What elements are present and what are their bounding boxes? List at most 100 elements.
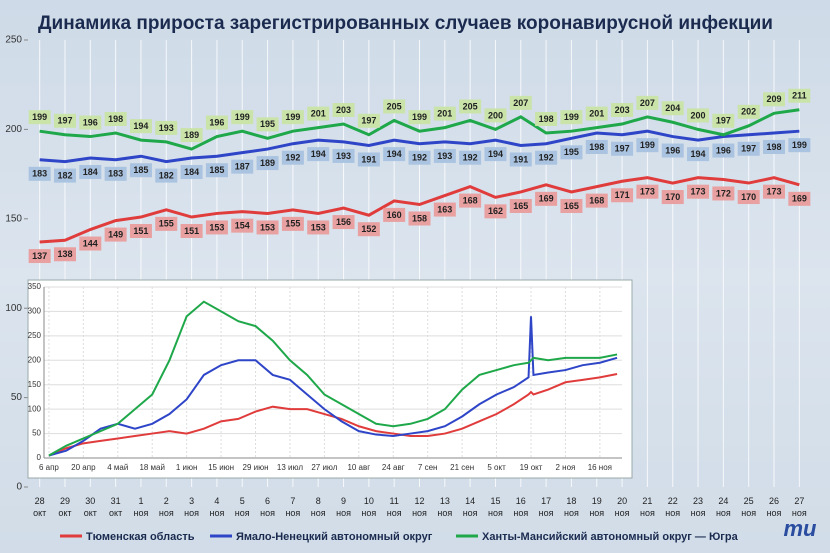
data-label-box — [408, 150, 431, 165]
x-tick-label: 12 ноя — [412, 496, 427, 518]
data-label: 198 — [108, 114, 123, 124]
y-tick-label: 250 — [28, 331, 42, 340]
data-label-box — [459, 99, 482, 114]
data-label-box — [433, 148, 456, 163]
series-line — [39, 129, 800, 164]
data-label-box — [560, 198, 583, 213]
data-label-box — [788, 138, 811, 153]
data-label: 152 — [361, 224, 376, 234]
y-tick-label: 150 — [5, 213, 22, 224]
data-label: 209 — [767, 94, 782, 104]
x-tick-label: 21 сен — [450, 463, 474, 472]
data-label-box — [636, 95, 659, 110]
data-label: 170 — [741, 192, 756, 202]
data-label-box — [104, 227, 127, 242]
x-tick-label: 14 ноя — [463, 496, 478, 518]
data-label-box — [712, 143, 735, 158]
x-tick-label: 26 ноя — [767, 496, 782, 518]
x-tick-label: 2 ноя — [555, 463, 575, 472]
legend-label: Ханты-Мансийский автономный округ — Югра — [482, 531, 739, 543]
x-tick-label: 19 ноя — [589, 496, 604, 518]
series-line — [48, 372, 618, 457]
data-label: 160 — [387, 210, 402, 220]
data-label: 173 — [767, 187, 782, 197]
data-label: 194 — [133, 121, 148, 131]
data-label-box — [712, 186, 735, 201]
data-label-box — [611, 188, 634, 203]
x-tick-label: 3 ноя — [184, 496, 199, 518]
data-label-box — [788, 88, 811, 103]
data-label: 192 — [463, 153, 478, 163]
data-label-box — [281, 216, 304, 231]
x-tick-label: 9 ноя — [336, 496, 351, 518]
data-label: 199 — [32, 112, 47, 122]
data-label-box — [180, 165, 203, 180]
data-label-box — [79, 236, 102, 251]
x-tick-label: 31 окт — [109, 496, 122, 518]
data-label: 211 — [792, 91, 807, 101]
y-tick-label: 250 — [5, 35, 22, 46]
data-label-box — [661, 101, 684, 116]
data-label-box — [256, 156, 279, 171]
data-label-box — [408, 211, 431, 226]
data-label: 158 — [412, 213, 427, 223]
data-label: 205 — [463, 101, 478, 111]
data-label-box — [53, 247, 76, 262]
x-tick-label: 7 сен — [418, 463, 438, 472]
data-label: 199 — [412, 112, 427, 122]
data-label: 163 — [437, 204, 452, 214]
data-label-box — [687, 184, 710, 199]
data-label-box — [763, 92, 786, 107]
data-label-box — [205, 220, 228, 235]
x-tick-label: 1 июн — [176, 463, 198, 472]
data-label: 187 — [235, 162, 250, 172]
data-label-box — [332, 148, 355, 163]
x-tick-label: 6 апр — [39, 463, 59, 472]
data-label: 194 — [311, 149, 326, 159]
data-label: 197 — [57, 116, 72, 126]
series-line — [48, 300, 618, 457]
data-label: 200 — [691, 110, 706, 120]
data-label-box — [357, 222, 380, 237]
data-label: 165 — [564, 201, 579, 211]
data-label-box — [104, 111, 127, 126]
x-tick-label: 4 ноя — [209, 496, 224, 518]
y-tick-label: 100 — [5, 303, 22, 314]
data-label: 189 — [184, 130, 199, 140]
data-label-box — [737, 141, 760, 156]
data-label-box — [763, 184, 786, 199]
x-tick-label: 18 май — [139, 463, 165, 472]
x-tick-label: 28 окт — [33, 496, 46, 518]
data-label: 185 — [209, 165, 224, 175]
x-tick-label: 30 окт — [84, 496, 97, 518]
x-tick-label: 29 июн — [243, 463, 269, 472]
data-label: 162 — [488, 206, 503, 216]
data-label: 173 — [640, 187, 655, 197]
data-label: 196 — [716, 145, 731, 155]
data-label: 199 — [640, 140, 655, 150]
x-tick-label: 1 ноя — [134, 496, 149, 518]
data-label-box — [459, 150, 482, 165]
data-label-box — [560, 145, 583, 160]
x-tick-label: 23 ноя — [691, 496, 706, 518]
data-label: 168 — [589, 195, 604, 205]
data-label-box — [585, 193, 608, 208]
series-line — [39, 108, 800, 151]
data-label-box — [129, 119, 152, 134]
series-line — [48, 316, 618, 457]
x-tick-label: 10 ноя — [361, 496, 376, 518]
x-tick-label: 27 ноя — [792, 496, 807, 518]
x-tick-label: 21 ноя — [640, 496, 655, 518]
x-tick-label: 13 июл — [277, 463, 303, 472]
data-label: 207 — [640, 98, 655, 108]
data-label-box — [611, 141, 634, 156]
x-tick-label: 29 окт — [58, 496, 71, 518]
data-label-box — [180, 128, 203, 143]
data-label: 155 — [285, 219, 300, 229]
data-label-box — [231, 110, 254, 125]
x-tick-label: 24 авг — [382, 463, 405, 472]
data-label-box — [737, 104, 760, 119]
data-label: 201 — [437, 108, 452, 118]
data-label-box — [661, 143, 684, 158]
data-label-box — [383, 99, 406, 114]
